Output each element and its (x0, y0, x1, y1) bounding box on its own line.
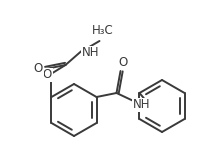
Text: O: O (43, 68, 52, 82)
Text: NH: NH (133, 99, 150, 112)
Text: NH: NH (82, 47, 99, 60)
Text: H₃C: H₃C (91, 24, 113, 37)
Text: O: O (118, 56, 127, 69)
Text: O: O (34, 63, 43, 76)
